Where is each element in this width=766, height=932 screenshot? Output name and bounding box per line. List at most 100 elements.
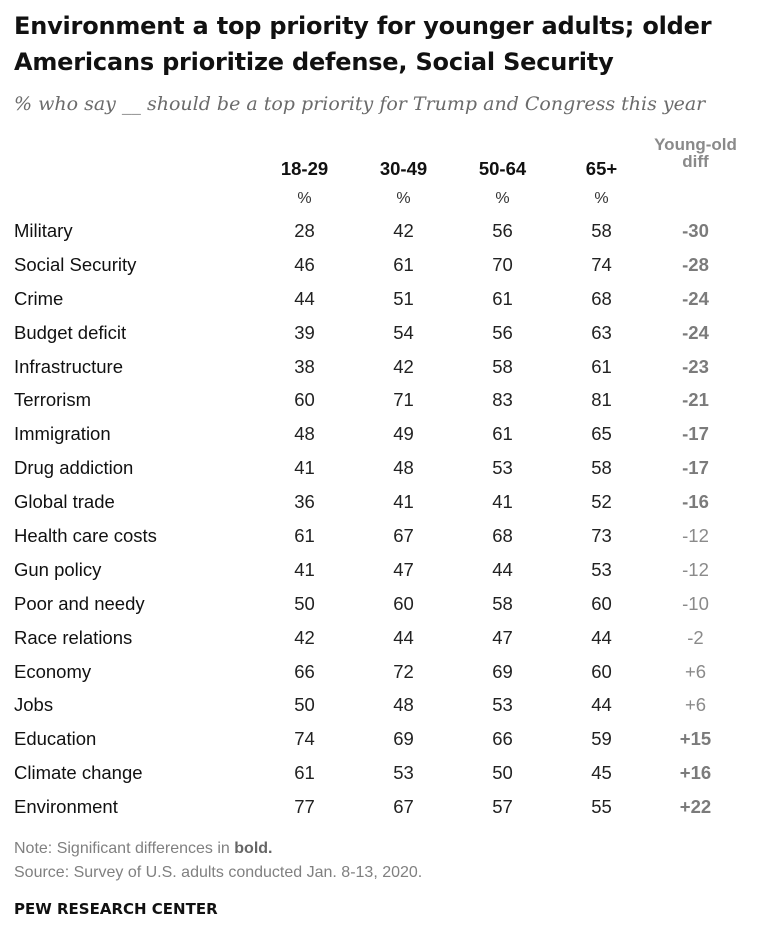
- value-cell: 58: [492, 592, 513, 614]
- diff-cell: -24: [682, 321, 709, 343]
- diff-cell: -2: [687, 626, 704, 648]
- value-cell: 53: [492, 694, 513, 716]
- value-cell: 47: [492, 626, 513, 648]
- value-cell: 44: [294, 287, 315, 309]
- value-cell: 56: [492, 321, 513, 343]
- row-label: Jobs: [14, 694, 54, 716]
- diff-cell: -16: [682, 491, 709, 513]
- value-cell: 51: [393, 287, 414, 309]
- row-label: Global trade: [14, 491, 115, 513]
- diff-cell: -12: [682, 524, 709, 546]
- unit-label: %: [594, 190, 609, 207]
- value-cell: 58: [492, 355, 513, 377]
- value-cell: 50: [294, 694, 315, 716]
- value-cell: 41: [294, 558, 315, 580]
- unit-label: %: [396, 190, 411, 207]
- row-label: Environment: [14, 796, 118, 818]
- value-cell: 61: [294, 762, 315, 784]
- column-header-young-old-diff: Young-old diff: [651, 130, 740, 184]
- row-label: Crime: [14, 287, 64, 309]
- diff-cell: -17: [682, 457, 709, 479]
- value-cell: 41: [492, 491, 513, 513]
- table-row: Poor and needy 50 60 58 60 -10: [0, 587, 740, 621]
- value-cell: 28: [294, 219, 315, 241]
- value-cell: 55: [591, 796, 612, 818]
- value-cell: 41: [393, 491, 414, 513]
- value-cell: 74: [294, 728, 315, 750]
- value-cell: 53: [393, 762, 414, 784]
- note-text: Note: Significant differences in bold.: [14, 838, 273, 860]
- table-row: Race relations 42 44 47 44 -2: [0, 621, 740, 655]
- table-row: Military 28 42 56 58 -30: [0, 214, 740, 248]
- column-header-65-plus: 65+: [585, 158, 618, 179]
- column-header-50-64: 50-64: [478, 158, 527, 179]
- value-cell: 74: [591, 253, 612, 275]
- value-cell: 60: [294, 389, 315, 411]
- table-body: Military 28 42 56 58 -30 Social Security 46 61 70…: [0, 214, 740, 824]
- table-row: Social Security 46 61 70 74 -28: [0, 248, 740, 282]
- diff-cell: -21: [682, 389, 709, 411]
- value-cell: 58: [591, 457, 612, 479]
- value-cell: 69: [393, 728, 414, 750]
- value-cell: 60: [393, 592, 414, 614]
- value-cell: 61: [393, 253, 414, 275]
- value-cell: 50: [492, 762, 513, 784]
- row-label: Gun policy: [14, 558, 102, 580]
- value-cell: 48: [393, 457, 414, 479]
- unit-spacer: [651, 184, 740, 214]
- value-cell: 45: [591, 762, 612, 784]
- value-cell: 42: [393, 355, 414, 377]
- value-cell: 68: [492, 524, 513, 546]
- table-row: Education 74 69 66 59 +15: [0, 722, 740, 756]
- diff-cell: +22: [679, 796, 712, 818]
- priorities-table: 18-29 30-49 50-64 65+ Young-old diff % %…: [0, 130, 740, 824]
- table-row: Global trade 36 41 41 52 -16: [0, 485, 740, 519]
- column-header-18-29: 18-29: [280, 158, 329, 179]
- value-cell: 61: [492, 423, 513, 445]
- unit-label: %: [297, 190, 312, 207]
- value-cell: 46: [294, 253, 315, 275]
- value-cell: 47: [393, 558, 414, 580]
- row-label: Social Security: [14, 253, 137, 275]
- value-cell: 42: [294, 626, 315, 648]
- note-prefix: Note: Significant differences in: [14, 840, 235, 857]
- value-cell: 54: [393, 321, 414, 343]
- row-label: Education: [14, 728, 97, 750]
- value-cell: 36: [294, 491, 315, 513]
- unit-row: % % % %: [0, 184, 740, 214]
- table-row: Economy 66 72 69 60 +6: [0, 655, 740, 689]
- value-cell: 66: [294, 660, 315, 682]
- value-cell: 60: [591, 592, 612, 614]
- value-cell: 52: [591, 491, 612, 513]
- diff-cell: -17: [682, 423, 709, 445]
- row-label: Infrastructure: [14, 355, 123, 377]
- column-header-row: 18-29 30-49 50-64 65+ Young-old diff: [0, 130, 740, 184]
- table-row: Environment 77 67 57 55 +22: [0, 790, 740, 824]
- value-cell: 61: [591, 355, 612, 377]
- value-cell: 58: [591, 219, 612, 241]
- value-cell: 69: [492, 660, 513, 682]
- row-label: Drug addiction: [14, 457, 134, 479]
- table-row: Jobs 50 48 53 44 +6: [0, 688, 740, 722]
- row-label: Economy: [14, 660, 92, 682]
- value-cell: 68: [591, 287, 612, 309]
- chart-subtitle: % who say __ should be a top priority fo…: [14, 93, 706, 115]
- diff-cell: -24: [682, 287, 709, 309]
- value-cell: 48: [294, 423, 315, 445]
- value-cell: 42: [393, 219, 414, 241]
- value-cell: 72: [393, 660, 414, 682]
- row-label: Immigration: [14, 423, 111, 445]
- table-row: Crime 44 51 61 68 -24: [0, 282, 740, 316]
- value-cell: 53: [591, 558, 612, 580]
- row-label: Health care costs: [14, 524, 157, 546]
- value-cell: 56: [492, 219, 513, 241]
- young-old-diff-label: Young-old diff: [654, 135, 737, 171]
- value-cell: 44: [492, 558, 513, 580]
- value-cell: 44: [591, 626, 612, 648]
- value-cell: 48: [393, 694, 414, 716]
- table-row: Budget deficit 39 54 56 63 -24: [0, 316, 740, 350]
- value-cell: 59: [591, 728, 612, 750]
- diff-cell: +6: [684, 694, 707, 716]
- row-label: Climate change: [14, 762, 143, 784]
- table-row: Climate change 61 53 50 45 +16: [0, 756, 740, 790]
